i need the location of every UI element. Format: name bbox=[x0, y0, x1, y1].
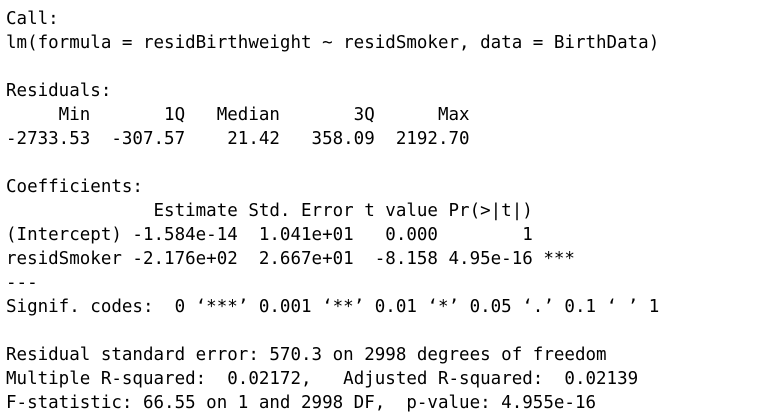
blank-line bbox=[6, 55, 760, 79]
coefficients-column-headers: Estimate Std. Error t value Pr(>|t|) bbox=[6, 201, 575, 221]
r-squared-line: Multiple R-squared: 0.02172, Adjusted R-… bbox=[6, 369, 649, 389]
coefficients-header: Coefficients: bbox=[6, 177, 143, 197]
f-statistic-line: F-statistic: 66.55 on 1 and 2998 DF, p-v… bbox=[6, 393, 597, 413]
call-formula: lm(formula = residBirthweight ~ residSmo… bbox=[6, 33, 660, 53]
residual-standard-error: Residual standard error: 570.3 on 2998 d… bbox=[6, 345, 607, 365]
coefficients-row-intercept: (Intercept) -1.584e-14 1.041e+01 0.000 1 bbox=[6, 225, 575, 245]
residuals-column-headers: Min 1Q Median 3Q Max bbox=[6, 105, 481, 125]
separator-line: --- bbox=[6, 273, 38, 293]
coefficients-row-residsmoker: residSmoker -2.176e+02 2.667e+01 -8.158 … bbox=[6, 249, 575, 269]
signif-codes: Signif. codes: 0 ‘***’ 0.001 ‘**’ 0.01 ‘… bbox=[6, 297, 660, 317]
blank-line bbox=[6, 319, 760, 343]
blank-line bbox=[6, 151, 760, 175]
residuals-header: Residuals: bbox=[6, 81, 112, 101]
call-header: Call: bbox=[6, 9, 59, 29]
residuals-values: -2733.53 -307.57 21.42 358.09 2192.70 bbox=[6, 129, 481, 149]
